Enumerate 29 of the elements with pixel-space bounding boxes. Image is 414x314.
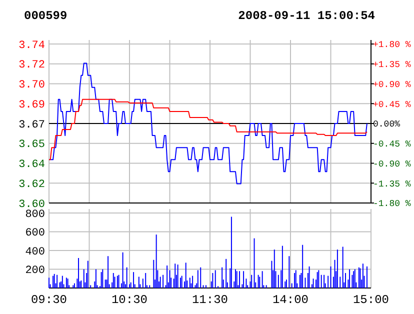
x-tick-label: 09:30 (30, 293, 68, 307)
y2-tick-label: -1.80 % (373, 199, 412, 210)
y2-tick-label: -1.35 % (373, 179, 412, 190)
x-tick-label: 15:00 (352, 293, 390, 307)
y2-tick-label: +0.90 % (373, 80, 412, 90)
x-tick-label: 14:00 (272, 293, 309, 307)
y-tick-label: 3.64 (18, 159, 46, 172)
y-tick-label: 3.62 (18, 178, 45, 191)
y2-tick-label: -0.90 % (373, 159, 412, 170)
y2-tick-label: +1.35 % (373, 60, 412, 70)
y-tick-label: 3.72 (18, 60, 45, 72)
x-tick-label: 10:30 (111, 293, 148, 307)
y-tick-label: 3.69 (18, 99, 45, 112)
y2-tick-label: +1.80 % (373, 40, 412, 50)
chart-title: 000599 (24, 9, 68, 23)
chart-subtitle: 2008-09-11 15:00:54 (238, 9, 375, 23)
y-tick-label: 200 (25, 265, 45, 278)
x-tick-label: 11:30 (192, 293, 228, 307)
y2-tick-label: +0.45 % (373, 100, 412, 110)
y2-tick-label: -0.45 % (373, 140, 412, 150)
y-tick-label: 3.60 (18, 198, 45, 211)
y-tick-label: 400 (25, 246, 45, 258)
y-tick-label: 800 (25, 208, 45, 221)
y-tick-label: 3.74 (18, 40, 46, 52)
y-tick-label: 3.70 (18, 80, 45, 92)
y-tick-label: 600 (25, 228, 45, 240)
y-tick-label: 3.65 (18, 139, 45, 152)
y-tick-label: 3.67 (18, 119, 45, 132)
y2-tick-label: 0.00% (373, 120, 401, 130)
